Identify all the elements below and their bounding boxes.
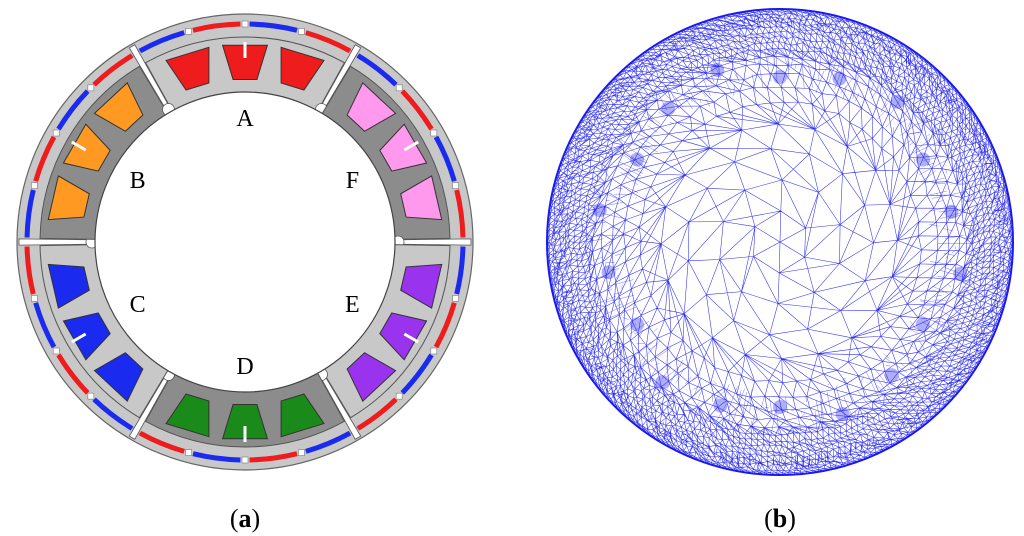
mesh-cluster <box>710 63 725 78</box>
magnet-arc <box>249 21 298 33</box>
magnet-spacer <box>241 456 249 464</box>
magnet-spacer <box>52 129 60 137</box>
magnet-arc <box>433 302 457 349</box>
caption-a: (a) <box>230 504 260 533</box>
coil-slot <box>93 352 144 402</box>
segment-label-a: A <box>236 106 254 132</box>
magnet-spacer <box>31 182 38 189</box>
segment-labels: A F E D C B <box>130 106 360 380</box>
tooth-slit <box>71 332 87 344</box>
panel-b-mesh <box>546 8 1014 476</box>
mesh-cluster <box>832 71 847 86</box>
mesh-lines <box>547 9 1013 475</box>
segment-gap <box>18 238 96 246</box>
segment-label-f: F <box>346 168 359 194</box>
magnet-spacer <box>241 20 249 28</box>
magnet-arc <box>192 21 241 33</box>
magnet-spacer <box>87 84 95 92</box>
magnet-arc <box>433 135 457 182</box>
mesh-cluster <box>915 152 930 167</box>
tooth-slit <box>403 140 419 152</box>
mesh-dense-band <box>585 48 974 437</box>
magnet-spacer <box>452 182 459 189</box>
mesh-dense-band <box>550 12 1010 472</box>
mesh-cluster <box>630 152 645 167</box>
coil-slot <box>93 82 144 132</box>
caption-a-letter: a <box>239 504 252 533</box>
coil-slot <box>346 352 397 402</box>
magnet-spacer <box>395 84 403 92</box>
magnet-arc <box>24 189 36 238</box>
magnet-arc <box>138 30 185 54</box>
magnet-arc <box>33 135 57 182</box>
magnet-arc <box>454 246 466 295</box>
mesh-cluster <box>953 266 968 281</box>
segment-label-c: C <box>130 292 146 318</box>
mesh-cluster <box>835 406 850 421</box>
coil-slot <box>400 175 443 221</box>
magnet-spacer <box>430 129 438 137</box>
mesh-cluster <box>661 101 676 116</box>
mesh-cluster <box>592 203 607 218</box>
mesh-cluster <box>601 265 616 280</box>
coil-slot <box>62 312 111 361</box>
magnet-arc <box>249 451 298 463</box>
magnet-spacer <box>87 392 95 400</box>
magnet-arc <box>305 430 352 454</box>
mesh-cluster <box>890 94 905 109</box>
coil-slot <box>47 263 90 309</box>
coil-slot <box>165 46 210 91</box>
magnet-spacer <box>31 295 38 302</box>
coil-slot <box>379 123 428 172</box>
magnet-spacer <box>452 295 459 302</box>
magnet-spacer <box>185 449 192 456</box>
magnet-arc <box>24 246 36 295</box>
coil-slot <box>165 393 210 438</box>
mesh-cluster <box>773 400 787 414</box>
magnet-arc <box>33 302 57 349</box>
coil-slot <box>379 312 428 361</box>
magnet-spacer <box>185 28 192 35</box>
tooth-slit <box>71 140 87 152</box>
coil-slot <box>400 263 443 309</box>
coil-slot <box>221 44 269 80</box>
segment-gap <box>394 238 472 246</box>
coil-slot <box>346 82 397 132</box>
magnet-spacer <box>298 28 305 35</box>
caption-b-letter: b <box>773 504 787 533</box>
panel-a-cross-section: A F E D C B <box>16 13 474 471</box>
magnet-arc <box>192 451 241 463</box>
magnet-spacer <box>395 392 403 400</box>
segment-label-b: B <box>130 168 146 194</box>
mesh-edges <box>547 9 1013 475</box>
mesh-cluster <box>884 368 899 383</box>
magnet-ring <box>23 20 467 464</box>
coil-slot <box>221 404 269 440</box>
coil-slot <box>47 175 90 221</box>
mesh-cluster <box>944 204 959 219</box>
magnet-arc <box>454 189 466 238</box>
magnet-spacer <box>298 449 305 456</box>
rotor-bore <box>94 91 396 393</box>
mesh-cluster <box>713 398 728 413</box>
coil-slots <box>47 42 443 442</box>
mesh-cluster <box>915 317 930 332</box>
mesh-cluster <box>630 317 645 332</box>
mesh-boundary <box>546 8 1014 476</box>
magnet-arc <box>305 30 352 54</box>
segment-label-d: D <box>236 354 253 380</box>
segment-label-e: E <box>345 292 360 318</box>
magnet-spacer <box>430 347 438 355</box>
magnet-spacer <box>52 347 60 355</box>
coil-slot <box>62 123 111 172</box>
caption-b: (b) <box>764 504 796 533</box>
tooth-slit <box>403 332 419 344</box>
mesh-cluster <box>773 70 787 84</box>
coil-slot <box>280 393 325 438</box>
mesh-cluster <box>655 375 670 390</box>
coil-slot <box>280 46 325 91</box>
magnet-arc <box>138 430 185 454</box>
